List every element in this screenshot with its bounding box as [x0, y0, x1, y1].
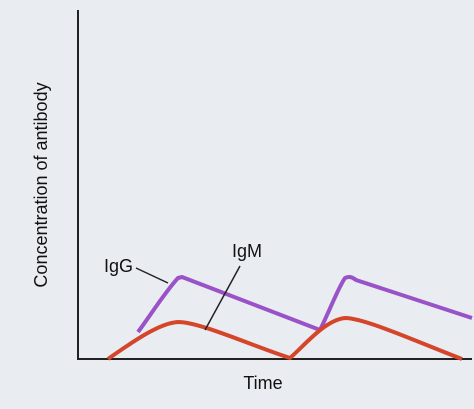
igm-curve: [106, 316, 463, 361]
x-axis-label: Time: [243, 373, 282, 393]
igm-label: IgM: [232, 241, 262, 261]
igm-leader: [204, 265, 241, 331]
igg-label: IgG: [104, 256, 133, 276]
y-axis-label: Concentration of antibody: [31, 82, 51, 287]
igg-curve: [136, 274, 473, 334]
igg-leader: [135, 267, 169, 284]
